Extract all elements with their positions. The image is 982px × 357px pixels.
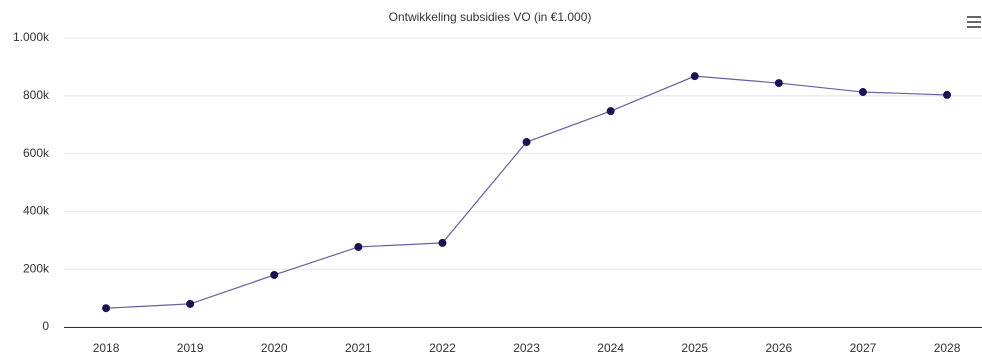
menu-bar [967, 16, 981, 18]
x-tick-label: 2028 [934, 341, 961, 355]
x-tick-label: 2024 [597, 341, 624, 355]
x-tick-label: 2020 [261, 341, 288, 355]
data-point [102, 304, 111, 313]
y-tick-label: 400k [23, 204, 50, 218]
y-tick-label: 1.000k [13, 30, 50, 44]
x-tick-label: 2023 [513, 341, 540, 355]
data-point [943, 90, 952, 99]
data-point [606, 107, 615, 116]
y-tick-label: 0 [42, 319, 49, 333]
data-point [774, 79, 783, 88]
series-line [106, 75, 948, 309]
x-tick-label: 2019 [177, 341, 204, 355]
x-tick-label: 2018 [93, 341, 120, 355]
x-tick-label: 2025 [681, 341, 708, 355]
x-tick-label: 2026 [765, 341, 792, 355]
data-point [270, 270, 279, 279]
data-point [522, 138, 531, 147]
data-point [354, 242, 363, 251]
chart-title: Ontwikkeling subsidies VO (in €1.000) [389, 10, 592, 24]
menu-bar [967, 26, 981, 28]
x-tick-label: 2027 [850, 341, 877, 355]
menu-bar [967, 21, 981, 23]
data-point [690, 72, 699, 81]
y-tick-label: 600k [23, 146, 50, 160]
data-point [186, 299, 195, 308]
data-point [858, 88, 867, 97]
data-point [438, 238, 447, 247]
x-tick-label: 2022 [429, 341, 456, 355]
y-tick-label: 200k [23, 261, 50, 275]
menu-button[interactable] [967, 16, 981, 28]
x-tick-label: 2021 [345, 341, 372, 355]
y-tick-label: 800k [23, 88, 50, 102]
